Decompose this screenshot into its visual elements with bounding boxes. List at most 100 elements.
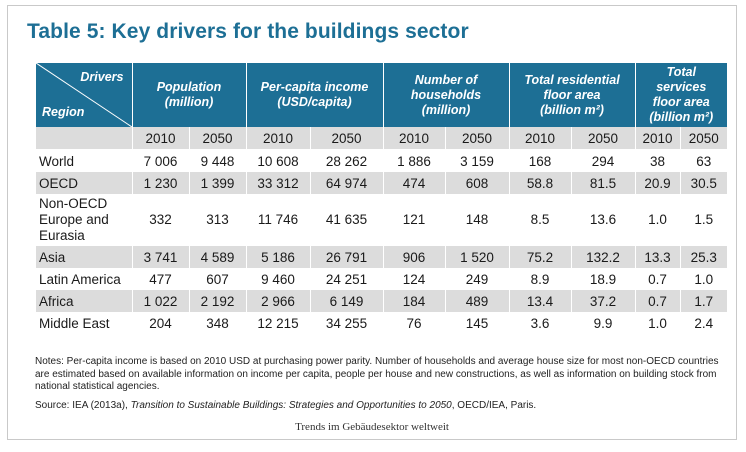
value-cell: 489 (445, 290, 510, 312)
year-cell: 2050 (445, 127, 510, 150)
header-population: Population (million) (132, 63, 247, 127)
value-cell: 20.9 (635, 172, 681, 194)
value-cell: 11 746 (246, 194, 311, 246)
value-cell: 7 006 (132, 149, 190, 172)
value-cell: 30.5 (680, 172, 728, 194)
value-cell: 4 589 (189, 246, 247, 268)
value-cell: 1 399 (189, 172, 247, 194)
value-cell: 2.4 (694, 315, 714, 331)
year-row-blank (36, 127, 133, 150)
value-cell: 2 966 (246, 290, 311, 312)
value-cell: 13.4 (509, 290, 572, 312)
year-cell: 2010 (246, 127, 311, 150)
table-title: Table 5: Key drivers for the buildings s… (27, 20, 469, 43)
year-cell: 2010 (635, 127, 681, 150)
region-cell: OECD (36, 172, 133, 194)
value-cell: 1 230 (132, 172, 190, 194)
value-cell: 1 886 (383, 149, 446, 172)
value-cell: 477 (132, 268, 190, 290)
figure-frame: Table 5: Key drivers for the buildings s… (7, 5, 737, 440)
value-cell: 1.7 (680, 290, 728, 312)
value-cell: 28 262 (310, 149, 384, 172)
value-cell: 2 192 (189, 290, 247, 312)
table-row: Asia 3 741 4 589 5 186 26 791 906 1 520 75.2 132… (36, 246, 728, 268)
value-cell: 1 520 (445, 246, 510, 268)
value-cell: 12 215 (246, 312, 311, 334)
year-cell: 2050 (680, 127, 728, 150)
value-cell: 10 608 (246, 149, 311, 172)
value-cell: 13.6 (571, 194, 636, 246)
source-title: Transition to Sustainable Buildings: Str… (130, 400, 452, 411)
table-row: Africa 1 022 2 192 2 966 6 149 184 489 13.4 37.2… (36, 290, 728, 312)
table-row: Latin America 477 607 9 460 24 251 124 249 8.9 1… (36, 268, 727, 290)
value-cell: 332 (132, 194, 190, 246)
value-cell: 18.9 (571, 268, 636, 290)
header-residential-area: Total residential floor area (billion m²… (509, 63, 636, 127)
value-cell: 81.5 (571, 172, 636, 194)
value-cell: 132.2 (571, 246, 636, 268)
value-cell: 41 635 (310, 194, 384, 246)
value-cell: 8.5 (509, 194, 572, 246)
year-cell: 2010 (509, 127, 572, 150)
value-cell: 313 (189, 194, 247, 246)
value-cell: 33 312 (246, 172, 311, 194)
value-cell: 0.7 (635, 290, 681, 312)
table-row: Non-OECD Europe and Eurasia 332 313 11 746 4… (36, 194, 727, 246)
value-cell: 58.8 (509, 172, 572, 194)
region-cell: Non-OECD Europe and Eurasia (36, 194, 133, 246)
year-cell: 2050 (189, 127, 247, 150)
year-cell: 2010 (132, 127, 190, 150)
value-cell: 3.6 (509, 312, 572, 334)
header-corner: Drivers Region (36, 63, 133, 127)
value-cell: 25.3 (680, 246, 728, 268)
value-cell: 906 (383, 246, 446, 268)
year-cell: 2050 (310, 127, 384, 150)
diagonal-divider (36, 63, 132, 127)
value-cell: 1 022 (132, 290, 190, 312)
value-cell: 34 255 (310, 312, 384, 334)
region-cell: Middle East (36, 312, 133, 334)
value-cell: 294 (571, 149, 636, 172)
value-cell: 474 (383, 172, 446, 194)
value-cell: 3 159 (445, 149, 510, 172)
data-table: Drivers Region Population (million) Per-… (36, 63, 728, 334)
value-cell: 204 (132, 312, 190, 334)
table-row: Middle East 204 348 12 215 34 255 76 145 3.6 9.9… (36, 312, 727, 334)
value-cell: 38 (635, 149, 681, 172)
value-cell: 148 (445, 194, 510, 246)
region-cell: World (36, 149, 133, 172)
header-services-area: Total services floor area (billion m²) (635, 63, 728, 127)
value-cell: 8.9 (509, 268, 572, 290)
year-cell: 2050 (571, 127, 636, 150)
table-notes: Notes: Per-capita income is based on 201… (35, 356, 719, 392)
value-cell: 184 (383, 290, 446, 312)
value-cell: 9 448 (189, 149, 247, 172)
source-prefix: Source: IEA (2013a), (35, 400, 131, 411)
value-cell: 145 (445, 312, 510, 334)
value-cell: 3 741 (132, 246, 190, 268)
value-cell: 6 149 (310, 290, 384, 312)
value-cell: 1.0 (694, 271, 714, 287)
value-cell: 63 (696, 153, 712, 169)
value-cell: 607 (189, 268, 247, 290)
value-cell: 9 460 (246, 268, 311, 290)
value-cell: 1.0 (635, 312, 681, 334)
value-cell: 0.7 (635, 268, 681, 290)
value-cell: 75.2 (509, 246, 572, 268)
header-households: Number of households (million) (383, 63, 510, 127)
value-cell: 13.3 (635, 246, 681, 268)
region-cell: Asia (36, 246, 133, 268)
table-source: Source: IEA (2013a), Transition to Susta… (35, 400, 536, 411)
region-cell: Latin America (36, 268, 133, 290)
value-cell: 608 (445, 172, 510, 194)
value-cell: 249 (445, 268, 510, 290)
value-cell: 37.2 (571, 290, 636, 312)
figure-caption: Trends im Gebäudesektor weltweit (295, 421, 449, 433)
value-cell: 9.9 (571, 312, 636, 334)
header-drivers-label: Drivers (80, 70, 124, 84)
table-row: OECD 1 230 1 399 33 312 64 974 474 608 58.8 81.5… (36, 172, 728, 194)
value-cell: 1.5 (694, 212, 714, 227)
value-cell: 124 (383, 268, 446, 290)
value-cell: 168 (509, 149, 572, 172)
value-cell: 24 251 (310, 268, 384, 290)
